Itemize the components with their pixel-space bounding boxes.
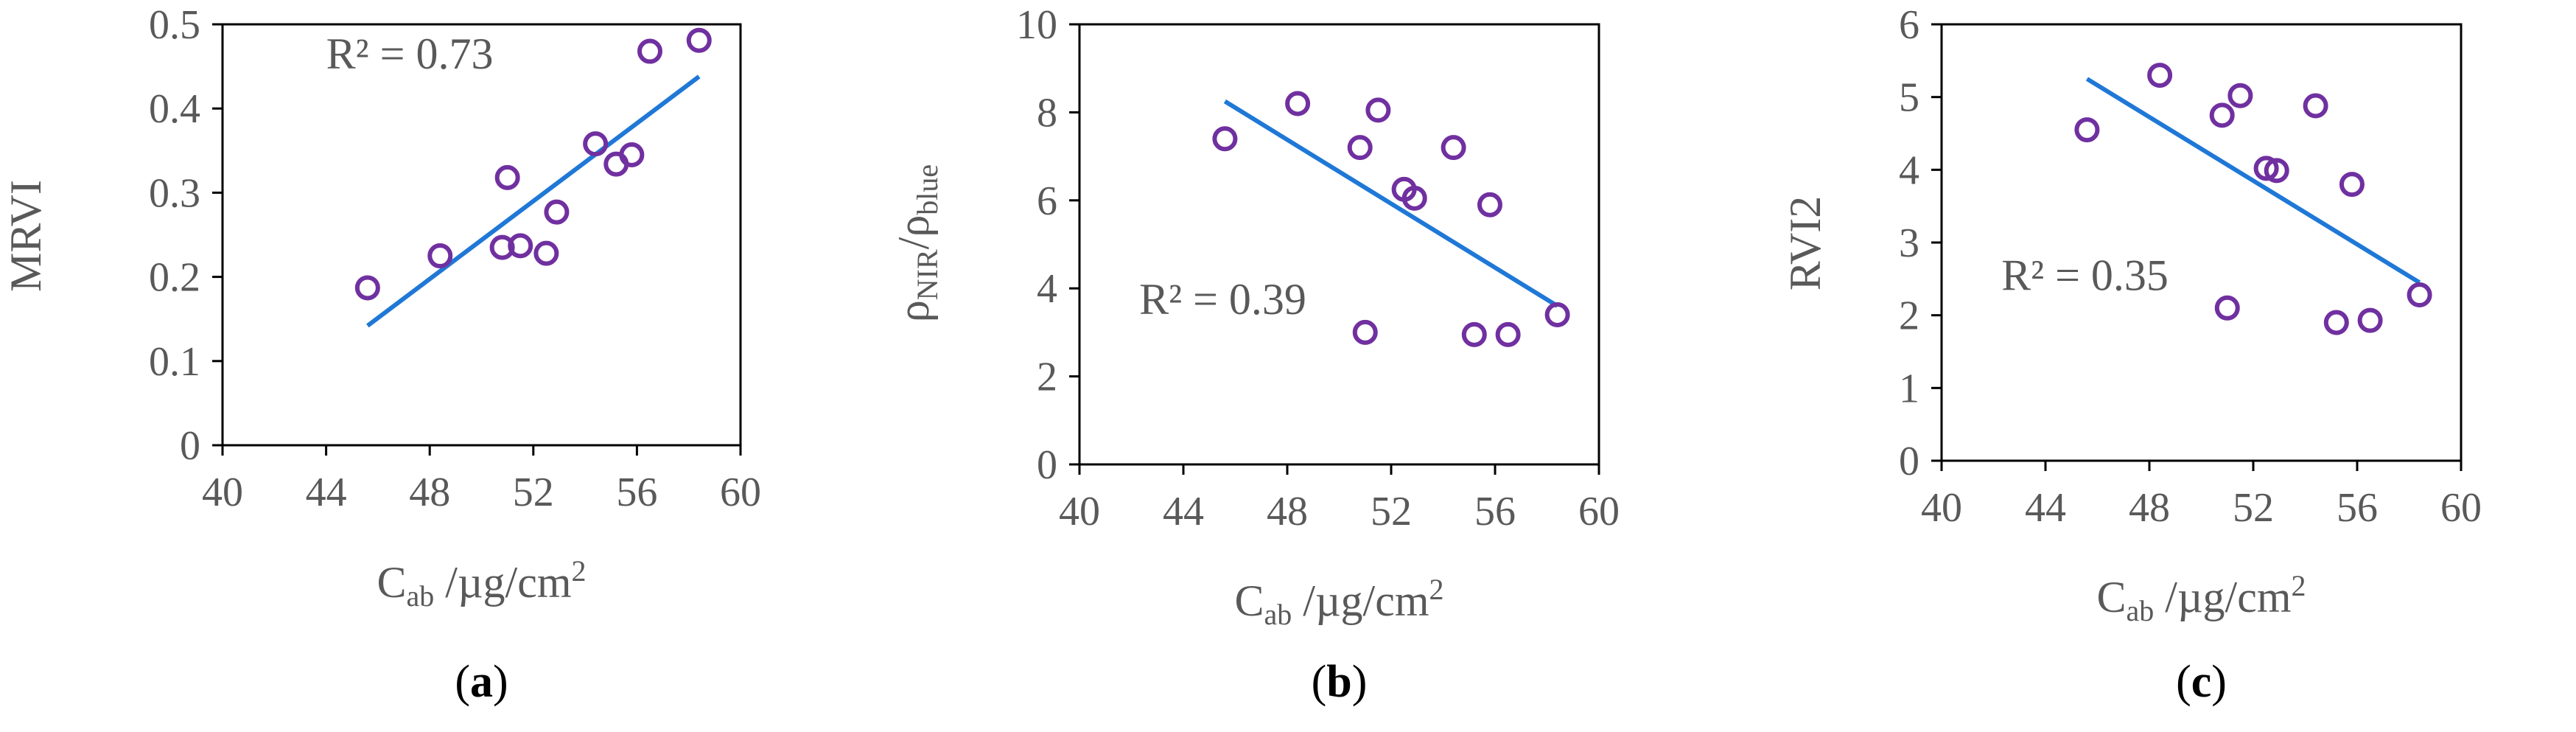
- y-tick-label: 6: [1899, 2, 1919, 48]
- y-tick-label: 0.2: [149, 255, 200, 301]
- y-tick-label: 2: [1899, 293, 1919, 339]
- panel-label: (c): [2176, 657, 2227, 707]
- plot-frame: [1078, 23, 1600, 466]
- data-point: [2214, 295, 2240, 321]
- data-point: [2074, 117, 2100, 143]
- y-tick-label: 0: [1037, 442, 1057, 488]
- y-axis-label: ρNIR/ρblue: [889, 164, 944, 322]
- y-tick-label: 0.1: [149, 339, 200, 385]
- data-point: [1352, 319, 1378, 345]
- data-point: [2407, 282, 2432, 308]
- data-point: [619, 142, 645, 168]
- data-point: [1495, 321, 1521, 347]
- data-point: [1477, 192, 1502, 217]
- x-tick-label: 40: [202, 470, 243, 515]
- data-point: [2264, 158, 2289, 184]
- x-tick-label: 52: [513, 470, 554, 515]
- y-tick-label: 8: [1037, 90, 1057, 136]
- data-point: [1441, 135, 1466, 161]
- x-axis-label: Cab /µg/cm2: [377, 554, 586, 613]
- x-tick-label: 48: [1267, 489, 1308, 534]
- x-tick-label: 56: [2337, 485, 2378, 531]
- y-axis-label: MRVI: [1, 180, 50, 292]
- data-point: [494, 164, 520, 190]
- data-point: [1544, 302, 1570, 328]
- x-tick-label: 48: [2129, 485, 2170, 531]
- data-point: [533, 240, 559, 266]
- data-point: [2357, 307, 2383, 333]
- x-tick-label: 60: [720, 470, 761, 515]
- x-tick-label: 44: [2025, 485, 2066, 531]
- r-squared-label: R² = 0.35: [2001, 251, 2169, 299]
- data-point: [508, 233, 533, 259]
- data-point: [686, 27, 712, 53]
- y-tick-label: 6: [1037, 178, 1057, 224]
- data-point: [544, 199, 570, 225]
- plot-frame: [221, 23, 742, 447]
- data-point: [1401, 185, 1427, 211]
- x-tick-label: 52: [1371, 489, 1412, 534]
- x-tick-label: 44: [1163, 489, 1204, 534]
- data-point: [1212, 126, 1238, 152]
- y-tick-label: 1: [1899, 366, 1919, 411]
- x-tick-label: 56: [616, 470, 657, 515]
- y-tick-label: 0.3: [149, 170, 200, 216]
- x-tick-label: 60: [1578, 489, 1620, 534]
- trendline: [366, 74, 701, 328]
- data-point: [2339, 172, 2365, 198]
- data-point: [2303, 93, 2328, 119]
- data-point: [354, 275, 380, 301]
- data-point: [637, 38, 662, 64]
- y-tick-label: 5: [1899, 75, 1919, 121]
- y-tick-label: 4: [1899, 147, 1919, 193]
- data-point: [427, 243, 453, 269]
- plot-frame: [1940, 23, 2463, 462]
- trendline: [2085, 77, 2421, 285]
- data-point: [583, 131, 609, 157]
- data-point: [2253, 156, 2279, 181]
- y-tick-label: 2: [1037, 355, 1057, 400]
- x-tick-label: 60: [2440, 485, 2482, 531]
- x-tick-label: 40: [1921, 485, 1962, 531]
- y-tick-label: 0: [180, 423, 200, 469]
- data-point: [2227, 83, 2253, 108]
- data-point: [2147, 63, 2173, 88]
- x-axis-label: Cab /µg/cm2: [2096, 569, 2306, 627]
- y-tick-label: 0: [1899, 439, 1919, 484]
- data-point: [1461, 321, 1487, 347]
- r-squared-label: R² = 0.39: [1139, 275, 1306, 324]
- trendline: [1223, 99, 1559, 308]
- x-tick-label: 48: [409, 470, 450, 515]
- data-point: [1347, 135, 1373, 161]
- data-point: [1365, 97, 1391, 123]
- panel-label: (a): [455, 657, 508, 707]
- x-axis-label: Cab /µg/cm2: [1234, 573, 1443, 631]
- data-point: [1285, 91, 1311, 116]
- data-point: [489, 234, 515, 260]
- y-tick-label: 10: [1016, 2, 1057, 48]
- data-point: [2323, 310, 2349, 335]
- panel-label: (b): [1312, 657, 1368, 707]
- x-tick-label: 44: [306, 470, 347, 515]
- y-tick-label: 3: [1899, 220, 1919, 266]
- x-tick-label: 56: [1474, 489, 1516, 534]
- y-tick-label: 4: [1037, 266, 1057, 312]
- y-tick-label: 0.5: [149, 2, 200, 48]
- r-squared-label: R² = 0.73: [326, 29, 494, 78]
- data-point: [2209, 102, 2235, 128]
- y-axis-label: RVI2: [1781, 196, 1830, 291]
- x-tick-label: 52: [2233, 485, 2274, 531]
- y-tick-label: 0.4: [149, 86, 200, 132]
- x-tick-label: 40: [1059, 489, 1100, 534]
